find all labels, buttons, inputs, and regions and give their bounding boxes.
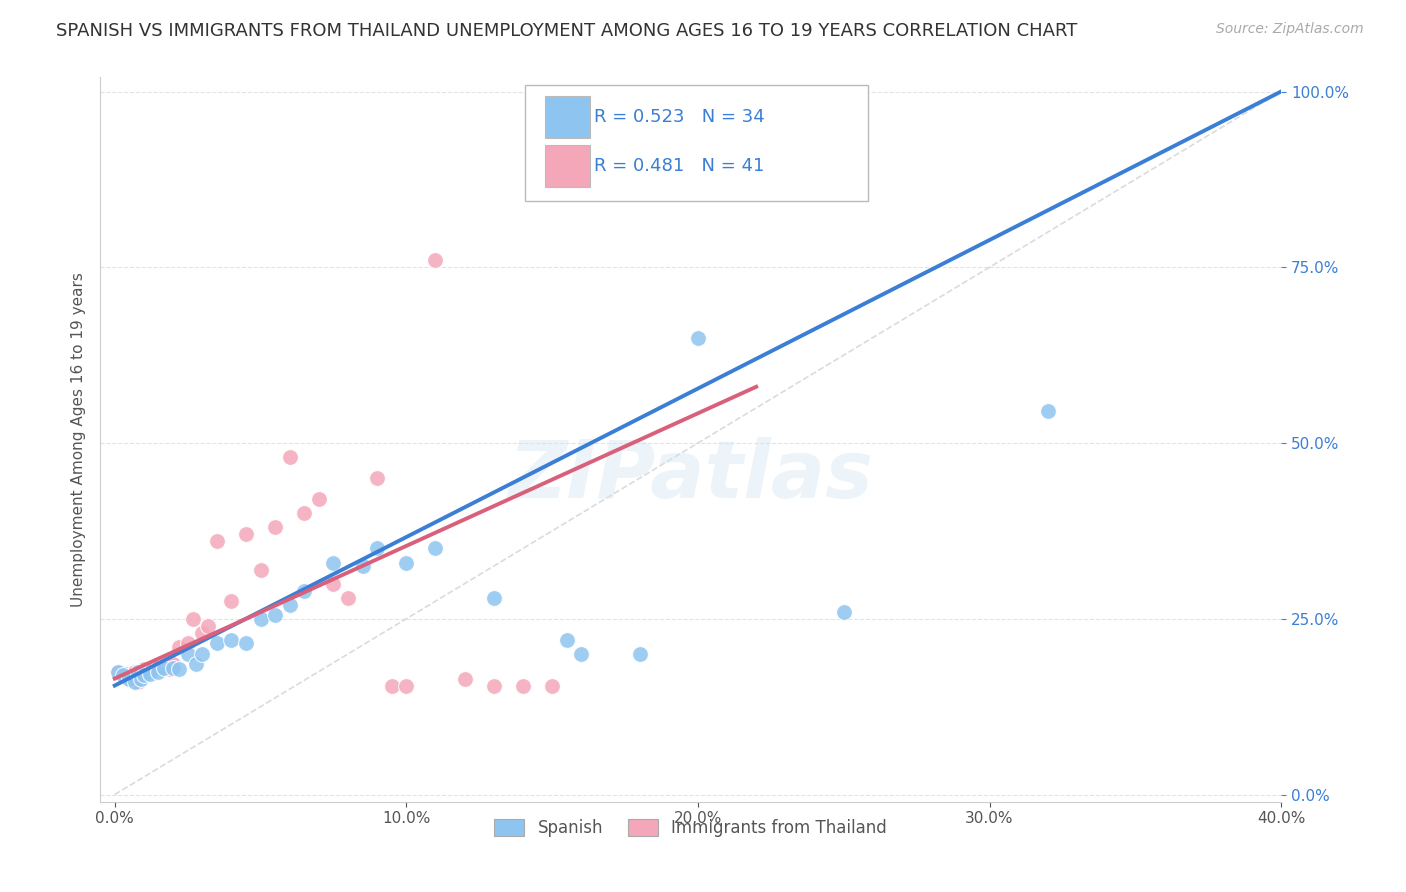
Point <box>183 612 205 626</box>
Point <box>1036 404 1059 418</box>
FancyBboxPatch shape <box>546 96 591 138</box>
Point <box>292 583 315 598</box>
Point <box>832 605 855 619</box>
Point <box>191 625 214 640</box>
Point <box>235 636 257 650</box>
Point <box>153 661 176 675</box>
Point <box>176 636 198 650</box>
Point <box>555 632 578 647</box>
Point <box>112 668 135 682</box>
FancyBboxPatch shape <box>526 85 868 201</box>
Point <box>541 679 564 693</box>
Point <box>292 506 315 520</box>
Text: ZIPatlas: ZIPatlas <box>508 437 873 515</box>
Point <box>167 640 190 654</box>
Point <box>512 679 534 693</box>
Point <box>167 662 190 676</box>
Point <box>132 665 155 679</box>
Point <box>205 636 228 650</box>
Point <box>381 679 404 693</box>
Point <box>129 672 152 686</box>
Point <box>249 563 271 577</box>
Text: R = 0.523   N = 34: R = 0.523 N = 34 <box>593 108 765 126</box>
Point <box>138 665 160 679</box>
Point <box>115 666 138 681</box>
Text: R = 0.481   N = 41: R = 0.481 N = 41 <box>593 157 763 175</box>
Point <box>186 657 208 672</box>
Point <box>138 666 160 681</box>
Point <box>191 647 214 661</box>
Point <box>278 450 301 464</box>
Point <box>366 541 388 556</box>
Point <box>249 612 271 626</box>
Point <box>132 668 155 682</box>
Point <box>569 647 592 661</box>
Point <box>127 675 149 690</box>
Point <box>264 608 287 623</box>
Point <box>118 672 141 686</box>
Point <box>221 594 243 608</box>
Point <box>482 591 505 605</box>
Text: SPANISH VS IMMIGRANTS FROM THAILAND UNEMPLOYMENT AMONG AGES 16 TO 19 YEARS CORRE: SPANISH VS IMMIGRANTS FROM THAILAND UNEM… <box>56 22 1077 40</box>
Point <box>395 556 418 570</box>
Point <box>159 662 181 676</box>
Point <box>110 668 132 682</box>
Point <box>148 661 170 675</box>
Point <box>124 665 146 679</box>
Point <box>366 471 388 485</box>
Point <box>453 672 475 686</box>
Point <box>322 576 344 591</box>
Point <box>132 662 155 676</box>
Point <box>176 647 198 661</box>
Point <box>628 647 651 661</box>
Point <box>162 661 184 675</box>
Point <box>308 492 330 507</box>
Point <box>482 679 505 693</box>
Point <box>112 669 135 683</box>
Point <box>124 669 146 683</box>
Point <box>352 559 374 574</box>
Point <box>235 527 257 541</box>
Point <box>425 253 447 268</box>
Point <box>107 665 129 679</box>
Point <box>686 330 709 344</box>
Point <box>121 668 143 682</box>
Point <box>129 666 152 681</box>
Point <box>337 591 360 605</box>
Point <box>205 534 228 549</box>
Point <box>278 598 301 612</box>
Point <box>142 661 165 675</box>
Point <box>322 556 344 570</box>
Point <box>197 619 219 633</box>
Y-axis label: Unemployment Among Ages 16 to 19 years: Unemployment Among Ages 16 to 19 years <box>72 272 86 607</box>
Point <box>425 541 447 556</box>
Point <box>221 632 243 647</box>
Point <box>124 675 146 690</box>
FancyBboxPatch shape <box>546 145 591 186</box>
Point <box>107 665 129 679</box>
Point <box>395 679 418 693</box>
Point <box>153 659 176 673</box>
Point <box>148 665 170 679</box>
Point <box>118 672 141 686</box>
Point <box>264 520 287 534</box>
Point <box>127 665 149 679</box>
Text: Source: ZipAtlas.com: Source: ZipAtlas.com <box>1216 22 1364 37</box>
Point <box>162 657 184 672</box>
Legend: Spanish, Immigrants from Thailand: Spanish, Immigrants from Thailand <box>488 813 894 844</box>
